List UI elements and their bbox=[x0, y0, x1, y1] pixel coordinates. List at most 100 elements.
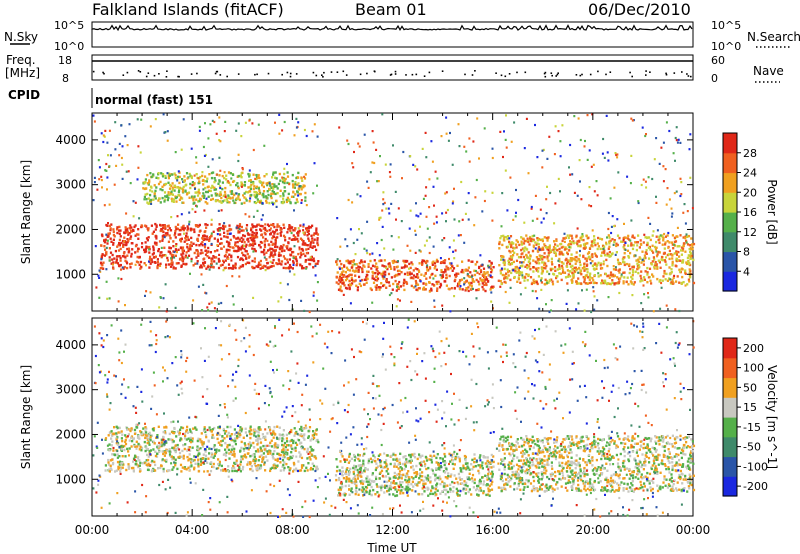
noise-trace-line bbox=[91, 24, 693, 32]
echo-cell bbox=[286, 247, 289, 250]
echo-cell bbox=[164, 232, 167, 235]
echo-cell bbox=[422, 288, 425, 291]
echo-cell bbox=[659, 307, 662, 310]
echo-cell bbox=[577, 117, 580, 120]
echo-cell bbox=[661, 243, 664, 246]
echo-cell bbox=[308, 239, 311, 242]
echo-cell bbox=[448, 274, 451, 278]
echo-cell bbox=[500, 225, 503, 228]
echo-cell bbox=[298, 229, 301, 233]
echo-cell bbox=[210, 262, 213, 265]
echo-cell bbox=[499, 130, 502, 133]
echo-cell bbox=[468, 160, 471, 163]
echo-cell bbox=[616, 243, 619, 247]
echo-cell bbox=[355, 267, 358, 270]
echo-cell bbox=[316, 237, 319, 240]
echo-cell bbox=[178, 432, 181, 435]
echo-cell bbox=[112, 228, 115, 231]
echo-cell bbox=[527, 273, 530, 276]
echo-cell bbox=[295, 430, 298, 434]
echo-cell bbox=[390, 235, 393, 238]
echo-cell bbox=[113, 183, 116, 186]
echo-cell bbox=[536, 282, 539, 286]
echo-cell bbox=[531, 289, 534, 293]
echo-cell bbox=[412, 277, 415, 280]
echo-cell bbox=[111, 440, 114, 443]
echo-cell bbox=[680, 253, 683, 256]
echo-cell bbox=[610, 231, 613, 235]
echo-cell bbox=[386, 267, 389, 271]
echo-cell bbox=[524, 246, 527, 249]
echo-cell bbox=[664, 235, 667, 238]
echo-cell bbox=[164, 227, 167, 230]
echo-cell bbox=[261, 214, 264, 217]
echo-cell bbox=[218, 174, 221, 177]
echo-cell bbox=[190, 244, 193, 247]
nave-point bbox=[405, 74, 407, 76]
echo-cell bbox=[591, 260, 594, 263]
echo-cell bbox=[310, 234, 313, 237]
echo-cell bbox=[564, 276, 568, 279]
echo-cell bbox=[400, 220, 403, 223]
echo-cell bbox=[252, 173, 255, 176]
echo-cell bbox=[186, 235, 189, 238]
echo-cell bbox=[277, 300, 280, 303]
echo-cell bbox=[487, 273, 490, 277]
echo-cell bbox=[204, 434, 208, 437]
echo-cell bbox=[257, 176, 260, 179]
echo-cell bbox=[289, 467, 292, 470]
echo-cell bbox=[671, 234, 674, 237]
echo-cell bbox=[205, 190, 208, 194]
echo-cell bbox=[488, 266, 491, 269]
echo-cell bbox=[510, 140, 513, 143]
echo-cell bbox=[537, 275, 540, 278]
echo-cell bbox=[110, 433, 113, 437]
echo-cell bbox=[160, 172, 163, 175]
echo-cell bbox=[680, 281, 683, 285]
echo-cell bbox=[116, 460, 120, 464]
echo-cell bbox=[523, 258, 527, 261]
echo-cell bbox=[563, 237, 566, 240]
echo-cell bbox=[684, 272, 687, 275]
echo-cell bbox=[162, 175, 164, 178]
echo-cell bbox=[252, 441, 255, 445]
echo-cell bbox=[684, 269, 687, 272]
echo-cell bbox=[223, 235, 226, 238]
echo-cell bbox=[378, 288, 381, 291]
echo-cell bbox=[500, 282, 503, 286]
echo-cell bbox=[109, 237, 112, 240]
echo-cell bbox=[647, 246, 650, 250]
echo-cell bbox=[668, 129, 671, 133]
echo-cell bbox=[219, 191, 222, 194]
echo-cell bbox=[162, 430, 165, 434]
echo-cell bbox=[628, 263, 631, 266]
echo-cell bbox=[199, 438, 202, 441]
echo-cell bbox=[482, 267, 486, 270]
echo-cell bbox=[490, 270, 493, 274]
echo-cell bbox=[250, 227, 253, 230]
echo-cell bbox=[173, 250, 176, 254]
echo-cell bbox=[248, 244, 251, 247]
echo-cell bbox=[233, 466, 236, 469]
noise-left-tick-top: 10^5 bbox=[54, 19, 84, 32]
echo-cell bbox=[212, 255, 215, 258]
echo-cell bbox=[558, 265, 561, 268]
echo-cell bbox=[608, 255, 611, 258]
echo-cell bbox=[416, 283, 420, 286]
echo-cell bbox=[669, 278, 672, 281]
echo-cell bbox=[525, 273, 528, 276]
echo-cell bbox=[367, 263, 370, 266]
echo-cell bbox=[393, 266, 396, 269]
echo-cell bbox=[689, 252, 692, 255]
echo-cell bbox=[291, 179, 294, 183]
echo-cell bbox=[122, 267, 125, 270]
echo-cell bbox=[393, 268, 396, 271]
echo-cell bbox=[302, 229, 305, 232]
echo-cell bbox=[581, 233, 584, 236]
echo-cell bbox=[392, 261, 395, 265]
echo-cell bbox=[211, 197, 214, 201]
echo-cell bbox=[676, 275, 679, 278]
echo-cell bbox=[288, 226, 291, 230]
echo-cell bbox=[453, 286, 456, 290]
echo-cell bbox=[268, 450, 271, 453]
